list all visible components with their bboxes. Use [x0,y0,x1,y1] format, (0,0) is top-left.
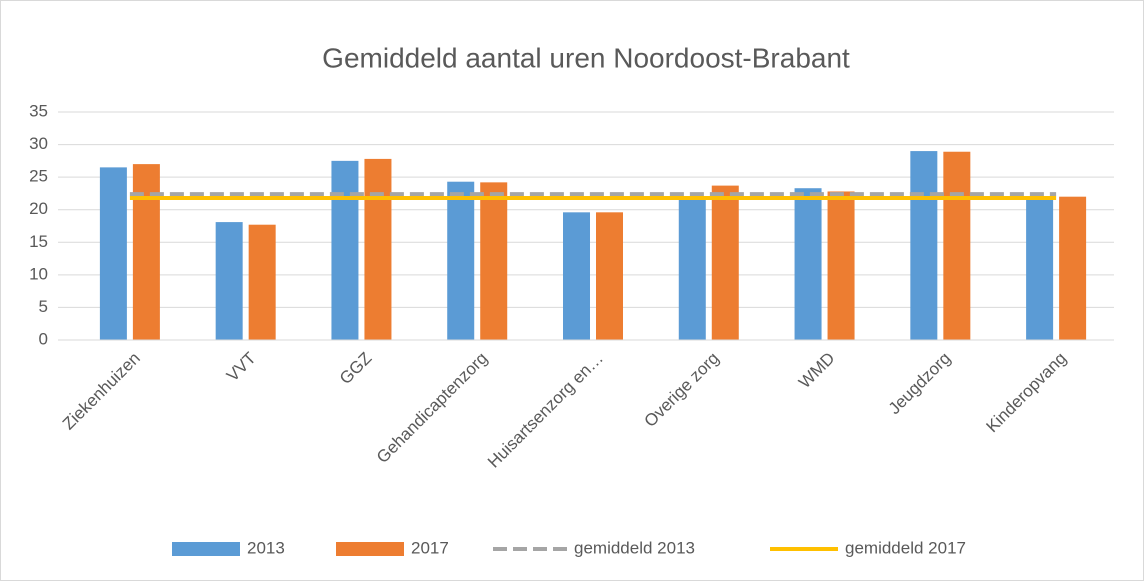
bar [331,160,359,340]
y-tick-label: 20 [29,199,48,218]
bar [215,222,243,340]
y-tick-label: 5 [39,297,48,316]
bar [678,197,706,340]
bar [364,158,392,340]
bar [563,212,590,340]
bar [480,182,508,340]
y-tick-label: 10 [29,264,48,283]
y-tick-label: 30 [29,134,48,153]
bar [827,191,855,340]
bar [447,181,475,340]
legend-label: gemiddeld 2017 [845,538,966,557]
legend-swatch [336,542,404,556]
bar [1059,196,1087,340]
legend-label: gemiddeld 2013 [574,538,695,557]
bar [132,164,160,340]
bar [99,167,127,340]
bar [248,224,276,340]
bar [943,151,971,340]
y-tick-label: 15 [29,232,48,251]
y-tick-label: 35 [29,101,48,120]
chart-title: Gemiddeld aantal uren Noordoost-Brabant [322,42,850,73]
bar [910,151,938,340]
y-tick-label: 25 [29,167,48,186]
legend-swatch [172,542,240,556]
bar [711,185,739,340]
bar [596,212,623,340]
bar [794,188,822,340]
legend-label: 2013 [247,538,285,557]
y-tick-label: 0 [39,329,48,348]
bar [1026,196,1054,340]
legend-label: 2017 [411,538,449,557]
